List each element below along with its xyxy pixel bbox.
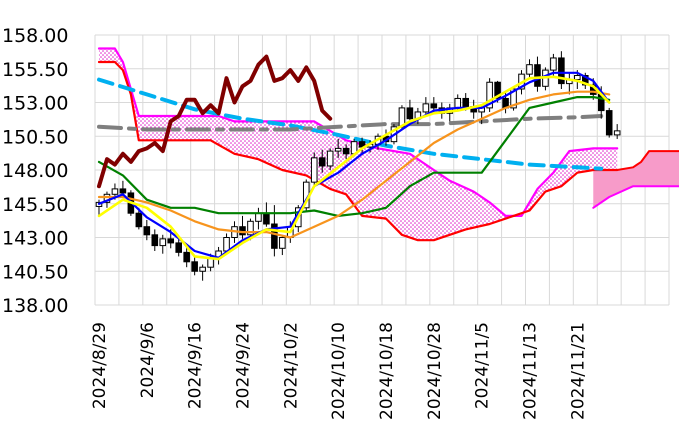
y-tick-label: 153.00 xyxy=(2,93,68,115)
candle-body xyxy=(223,237,230,252)
y-tick-label: 158.00 xyxy=(2,25,68,47)
candle-body xyxy=(534,64,541,87)
span-a-line xyxy=(97,47,619,217)
y-tick-label: 138.00 xyxy=(2,295,68,317)
y-tick-label: 148.00 xyxy=(2,160,68,182)
candle-body xyxy=(247,220,254,236)
x-axis-labels: 2024/8/29 2024/9/6 2024/9/16 2024/9/24 2024/… xyxy=(90,322,588,420)
candle-body xyxy=(326,150,334,167)
x-tick-label: 2024/11/21 xyxy=(568,322,588,420)
candlesticks xyxy=(95,51,621,281)
candle-body xyxy=(430,103,438,109)
candle-body xyxy=(167,238,175,244)
candle-body xyxy=(271,223,278,249)
x-tick-label: 2024/10/28 xyxy=(425,322,445,420)
candle-body xyxy=(494,81,501,99)
candle-body xyxy=(342,147,350,155)
kijun-line xyxy=(97,96,611,217)
x-tick-label: 2024/10/2 xyxy=(281,322,301,409)
candle-body xyxy=(486,81,493,109)
candle-body xyxy=(334,147,342,152)
candle-body xyxy=(605,110,613,136)
candle-body xyxy=(462,97,469,108)
y-axis-labels: 158.00 155.50 153.00 150.50 148.00 145.50 143.… xyxy=(2,25,68,317)
candle-body xyxy=(263,212,270,225)
candle-body xyxy=(279,237,286,249)
future-span-a-line xyxy=(592,185,679,209)
y-tick-label: 145.50 xyxy=(2,194,68,216)
candle-body xyxy=(406,107,414,120)
x-tick-label: 2024/10/10 xyxy=(329,322,349,420)
candle-body xyxy=(574,75,581,81)
candle-body xyxy=(143,226,151,236)
yellow-line xyxy=(97,75,611,261)
candle-body xyxy=(422,103,430,113)
candle-body xyxy=(135,212,143,228)
candle-body xyxy=(199,266,206,272)
x-tick-label: 2024/10/18 xyxy=(377,322,397,420)
x-tick-label: 2024/11/13 xyxy=(520,322,540,420)
candle-body xyxy=(613,130,621,136)
x-tick-label: 2024/9/16 xyxy=(186,322,206,409)
candle-body xyxy=(175,242,182,253)
candle-body xyxy=(159,238,167,247)
candle-body xyxy=(119,188,127,194)
y-tick-label: 155.50 xyxy=(2,59,68,81)
candle-body xyxy=(318,157,326,167)
trend-dashdot-line xyxy=(97,114,604,132)
y-tick-label: 140.50 xyxy=(2,261,68,283)
candle-body xyxy=(255,212,262,222)
candle-body xyxy=(191,261,198,272)
x-tick-label: 2024/9/6 xyxy=(138,322,158,398)
candle-body xyxy=(510,88,517,109)
candle-body xyxy=(239,226,246,236)
candle-body xyxy=(550,57,557,71)
x-tick-label: 2024/9/24 xyxy=(233,322,253,409)
y-tick-label: 143.00 xyxy=(2,228,68,250)
future-span-b-line xyxy=(592,150,679,171)
x-tick-label: 2024/8/29 xyxy=(90,322,110,409)
x-tick-label: 2024/11/5 xyxy=(473,322,493,409)
candle-body xyxy=(151,234,159,247)
candle-body xyxy=(558,57,565,85)
candle-body xyxy=(526,64,533,75)
medium-ma-line xyxy=(97,90,611,239)
lagging-span-line xyxy=(97,54,333,189)
candle-body xyxy=(183,251,190,263)
y-tick-label: 150.50 xyxy=(2,126,68,148)
candle-body xyxy=(310,157,318,183)
candle-body xyxy=(454,97,462,109)
indicator-lines xyxy=(97,54,611,261)
candle-body xyxy=(111,188,119,195)
